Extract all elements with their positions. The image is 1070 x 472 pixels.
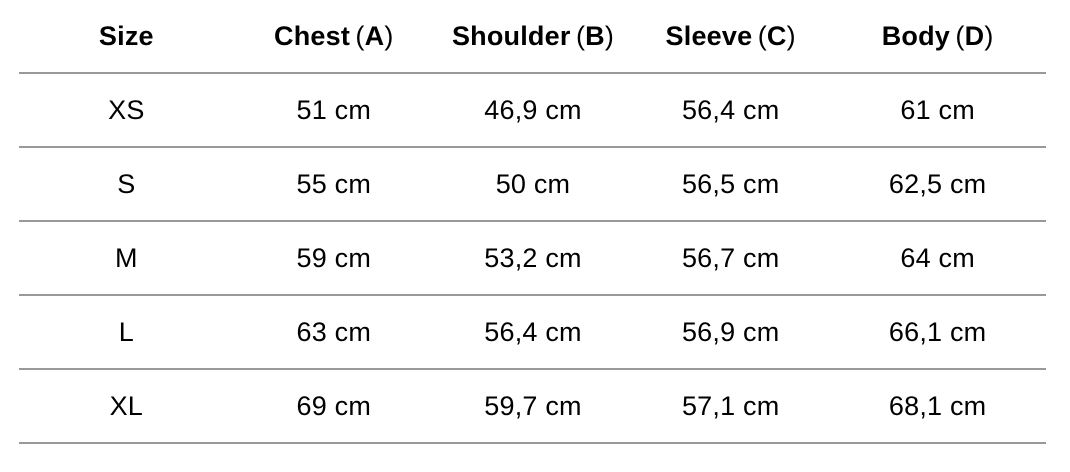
table-row-xl: XL 69 cm 59,7 cm 57,1 cm 68,1 cm	[19, 369, 1046, 444]
paren-open: (	[955, 20, 965, 51]
paren-close: )	[786, 20, 796, 51]
size-guide-table: Size Chest (A) Shoulder (B) Sleeve (C) Body…	[19, 0, 1046, 444]
column-header-code: (A)	[355, 21, 393, 51]
column-header-size: Size	[19, 0, 234, 74]
column-header-code: (C)	[758, 21, 796, 51]
column-code-letter: D	[964, 20, 985, 51]
chest-cell: 69 cm	[233, 369, 434, 444]
size-cell: XS	[19, 73, 234, 148]
column-code-letter: B	[585, 20, 605, 51]
column-header-code: (D)	[955, 21, 993, 51]
paren-open: (	[575, 20, 586, 51]
table-row-xs: XS 51 cm 46,9 cm 56,4 cm 61 cm	[19, 73, 1046, 148]
paren-close: )	[984, 20, 994, 51]
sleeve-cell: 56,5 cm	[632, 147, 830, 222]
table-row-l: L 63 cm 56,4 cm 56,9 cm 66,1 cm	[19, 295, 1046, 370]
body-cell: 68,1 cm	[829, 369, 1046, 444]
column-header-chest: Chest (A)	[233, 0, 434, 74]
column-header-sleeve: Sleeve (C)	[632, 0, 830, 74]
shoulder-cell: 56,4 cm	[433, 295, 633, 370]
body-cell: 61 cm	[829, 73, 1046, 148]
column-header-label: Sleeve	[665, 20, 753, 51]
body-cell: 66,1 cm	[829, 295, 1046, 370]
column-header-label: Size	[98, 20, 154, 51]
header-row: Size Chest (A) Shoulder (B) Sleeve (C) Body…	[19, 0, 1046, 74]
sleeve-cell: 56,7 cm	[632, 221, 830, 296]
chest-cell: 51 cm	[233, 73, 434, 148]
column-header-label: Shoulder	[451, 20, 571, 51]
paren-close: )	[604, 20, 615, 51]
shoulder-cell: 50 cm	[433, 147, 633, 222]
chest-cell: 55 cm	[233, 147, 434, 222]
column-code-letter: A	[364, 20, 385, 51]
chest-cell: 59 cm	[233, 221, 434, 296]
shoulder-cell: 46,9 cm	[433, 73, 633, 148]
sleeve-cell: 56,4 cm	[632, 73, 830, 148]
size-cell: M	[19, 221, 234, 296]
size-guide-container: Size Chest (A) Shoulder (B) Sleeve (C) Body…	[19, 0, 1046, 444]
size-cell: XL	[19, 369, 234, 444]
body-cell: 64 cm	[829, 221, 1046, 296]
size-cell: S	[19, 147, 234, 222]
table-row-s: S 55 cm 50 cm 56,5 cm 62,5 cm	[19, 147, 1046, 222]
column-header-label: Body	[881, 20, 951, 51]
column-header-body: Body (D)	[829, 0, 1046, 74]
column-header-label: Chest	[274, 20, 351, 51]
chest-cell: 63 cm	[233, 295, 434, 370]
sleeve-cell: 57,1 cm	[632, 369, 830, 444]
column-header-code: (B)	[576, 21, 614, 51]
sleeve-cell: 56,9 cm	[632, 295, 830, 370]
body-cell: 62,5 cm	[829, 147, 1046, 222]
column-header-shoulder: Shoulder (B)	[433, 0, 633, 74]
shoulder-cell: 53,2 cm	[433, 221, 633, 296]
shoulder-cell: 59,7 cm	[433, 369, 633, 444]
paren-open: (	[355, 20, 365, 51]
column-code-letter: C	[766, 20, 787, 51]
size-cell: L	[19, 295, 234, 370]
table-row-m: M 59 cm 53,2 cm 56,7 cm 64 cm	[19, 221, 1046, 296]
paren-open: (	[757, 20, 767, 51]
paren-close: )	[384, 20, 394, 51]
